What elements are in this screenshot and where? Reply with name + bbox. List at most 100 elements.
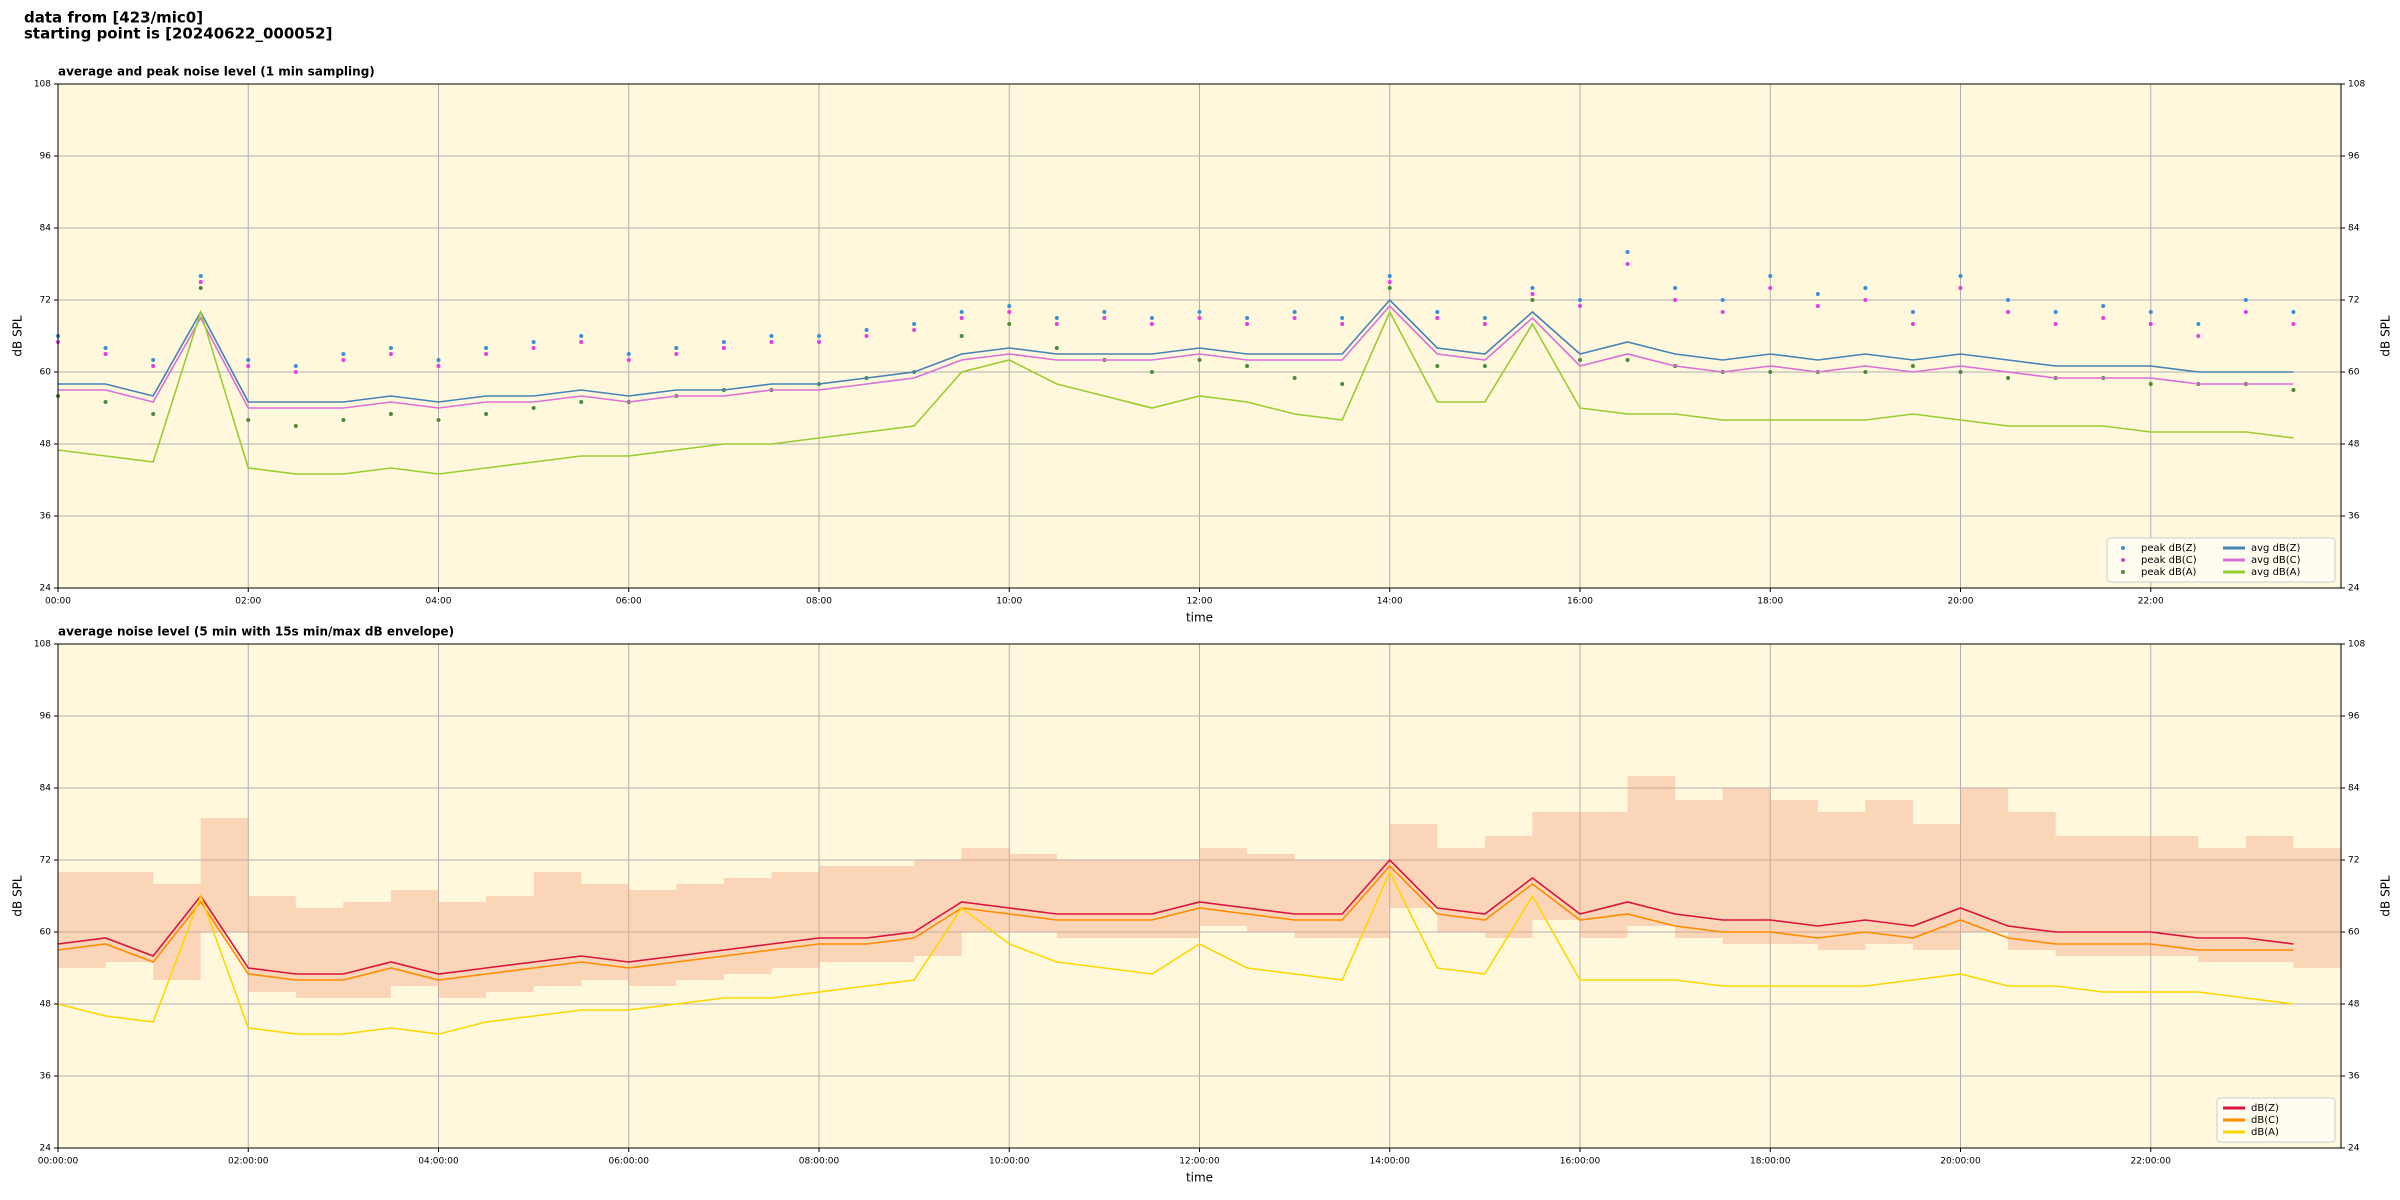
envelope-band: [628, 890, 677, 986]
legend-box: [2216, 1097, 2336, 1143]
envelope-band: [1532, 812, 1580, 920]
x-tick-label: 06:00:00: [609, 1157, 650, 1167]
envelope-band: [1770, 800, 1818, 944]
peak-point: [2243, 310, 2248, 314]
y-tick-label: 48: [2348, 1000, 2360, 1010]
peak-point: [1149, 322, 1154, 326]
y-tick-label: 48: [2348, 440, 2360, 450]
peak-point: [769, 334, 774, 338]
envelope-band: [1722, 788, 1771, 944]
peak-point: [246, 364, 251, 368]
y-tick-label: 60: [2348, 368, 2360, 378]
peak-point: [1340, 322, 1345, 326]
peak-point: [1149, 316, 1154, 320]
y-tick-label: 24: [2348, 584, 2360, 594]
series-line: [58, 304, 2294, 409]
y-tick-label: 108: [2348, 640, 2365, 650]
peak-point: [198, 286, 203, 290]
peak-point: [388, 412, 393, 416]
y-axis-label: dB SPL: [11, 315, 25, 357]
peak-point: [2243, 298, 2248, 302]
x-tick-label: 14:00:00: [1370, 1157, 1411, 1167]
peak-point: [2196, 334, 2201, 338]
envelope-band: [295, 908, 344, 998]
chart-title: average and peak noise level (1 min samp…: [58, 65, 375, 79]
x-tick-label: 18:00: [1757, 597, 1783, 607]
x-tick-label: 22:00: [2138, 597, 2164, 607]
envelope-band: [343, 902, 391, 998]
peak-point: [1530, 298, 1535, 302]
series-line: [57, 864, 2294, 981]
envelope-band: [2198, 848, 2246, 962]
envelope-band: [961, 848, 1010, 932]
peak-point: [103, 352, 108, 356]
peak-point: [1149, 370, 1154, 374]
peak-point: [721, 346, 726, 350]
y-tick-label: 96: [2348, 152, 2360, 162]
peak-point: [1910, 310, 1915, 314]
y-tick-label: 36: [2348, 512, 2360, 522]
y-tick-label: 48: [40, 440, 52, 450]
y-tick-label: 108: [2348, 80, 2365, 90]
legend-label: dB(C): [2251, 1115, 2279, 1126]
envelope-band: [248, 896, 296, 992]
series-line: [58, 298, 2294, 403]
peak-point: [1054, 322, 1059, 326]
y-tick-label: 24: [40, 1144, 52, 1154]
x-tick-label: 18:00:00: [1750, 1157, 1791, 1167]
peak-point: [1007, 322, 1012, 326]
peak-point: [626, 358, 631, 362]
peak-point: [246, 418, 251, 422]
peak-point: [2148, 382, 2153, 386]
envelope-band: [1151, 860, 1200, 938]
peak-point: [1387, 274, 1392, 278]
envelope-band: [581, 884, 629, 980]
peak-point: [484, 352, 489, 356]
peak-point: [1578, 304, 1582, 308]
peak-point: [1863, 370, 1868, 374]
peak-point: [1340, 382, 1345, 386]
peak-point: [531, 340, 536, 344]
peak-point: [1530, 286, 1535, 290]
peak-point: [1435, 316, 1440, 320]
plot-frame: [57, 643, 2342, 1149]
x-tick-label: 08:00:00: [799, 1157, 840, 1167]
x-tick-label: 14:00: [1377, 597, 1403, 607]
peak-point: [1292, 376, 1297, 380]
peak-point: [1958, 370, 1963, 374]
x-tick-label: 10:00: [996, 597, 1022, 607]
peak-point: [1435, 310, 1440, 314]
peak-point: [912, 322, 917, 326]
y-tick-label: 24: [2348, 1144, 2360, 1154]
peak-point: [198, 274, 203, 278]
y-tick-label: 48: [40, 1000, 52, 1010]
peak-point: [1673, 298, 1678, 302]
legend-label: dB(A): [2251, 1127, 2279, 1138]
peak-point: [1054, 346, 1059, 350]
peak-point: [1958, 286, 1963, 290]
peak-point: [293, 370, 298, 374]
peak-point: [2101, 304, 2106, 308]
peak-point: [531, 406, 536, 410]
y-tick-label: 84: [2348, 224, 2360, 234]
peak-point: [1197, 310, 1202, 314]
peak-point: [1530, 292, 1535, 296]
peak-point: [579, 334, 584, 338]
y-tick-label: 96: [40, 712, 52, 722]
envelope-band: [1247, 854, 1295, 932]
peak-point: [293, 424, 298, 428]
x-tick-label: 20:00: [1948, 597, 1974, 607]
peak-point: [2291, 322, 2296, 326]
legend-swatch: [2121, 558, 2125, 562]
y-tick-label: 84: [40, 784, 52, 794]
peak-point: [1245, 322, 1250, 326]
peak-point: [2006, 376, 2011, 380]
peak-point: [1007, 304, 1012, 308]
envelope-band: [1865, 800, 1913, 944]
y-tick-label: 96: [40, 152, 52, 162]
peak-point: [1720, 298, 1725, 302]
peak-point: [2291, 310, 2296, 314]
chart-title: average noise level (5 min with 15s min/…: [58, 625, 454, 639]
